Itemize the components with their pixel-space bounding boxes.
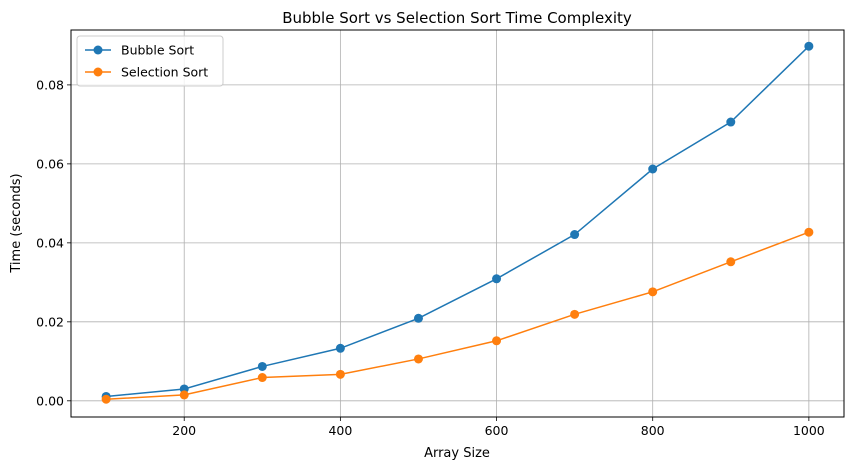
y-tick-label: 0.08: [36, 77, 64, 92]
data-point-selection-sort: [570, 309, 580, 319]
data-point-bubble-sort: [570, 230, 580, 240]
data-point-selection-sort: [257, 373, 267, 383]
y-tick-label: 0.02: [36, 314, 64, 329]
data-point-bubble-sort: [726, 117, 736, 127]
series-line-selection-sort: [106, 231, 810, 400]
y-tick-label: 0.00: [36, 393, 64, 408]
x-axis-label: Array Size: [424, 446, 490, 461]
legend-label-bubble-sort: Bubble Sort: [121, 43, 194, 58]
data-point-selection-sort: [101, 394, 111, 404]
y-tick-label: 0.04: [36, 235, 64, 250]
y-axis-label: Time (seconds): [9, 173, 24, 273]
data-point-bubble-sort: [413, 313, 423, 323]
data-point-bubble-sort: [648, 164, 658, 174]
data-point-bubble-sort: [804, 41, 814, 51]
data-point-bubble-sort: [257, 361, 267, 371]
series-layer: [101, 41, 814, 404]
x-axis: 200 400 600 800 1000: [172, 417, 825, 438]
legend-marker-bubble-sort: [93, 45, 103, 55]
data-point-selection-sort: [413, 354, 423, 364]
data-point-selection-sort: [492, 336, 502, 346]
y-tick-label: 0.06: [36, 156, 64, 171]
x-tick-label: 600: [485, 423, 509, 438]
data-point-selection-sort: [804, 227, 814, 237]
x-tick-label: 200: [172, 423, 196, 438]
plot-area-frame: [70, 29, 845, 418]
legend-box: [76, 35, 224, 87]
x-tick-label: 800: [641, 423, 665, 438]
data-point-bubble-sort: [335, 343, 345, 353]
grid-lines: [71, 30, 844, 417]
legend: Bubble Sort Selection Sort: [76, 35, 224, 87]
x-tick-label: 400: [328, 423, 352, 438]
data-point-selection-sort: [179, 390, 189, 400]
y-axis: 0.00 0.02 0.04 0.06 0.08: [36, 77, 71, 408]
legend-marker-selection-sort: [93, 67, 103, 77]
series-line-bubble-sort: [106, 45, 810, 398]
x-tick-label: 1000: [793, 423, 825, 438]
data-point-bubble-sort: [492, 274, 502, 284]
data-point-selection-sort: [726, 257, 736, 267]
chart-title: Bubble Sort vs Selection Sort Time Compl…: [282, 9, 632, 27]
data-point-selection-sort: [648, 287, 658, 297]
legend-label-selection-sort: Selection Sort: [121, 65, 208, 80]
data-point-selection-sort: [335, 369, 345, 379]
